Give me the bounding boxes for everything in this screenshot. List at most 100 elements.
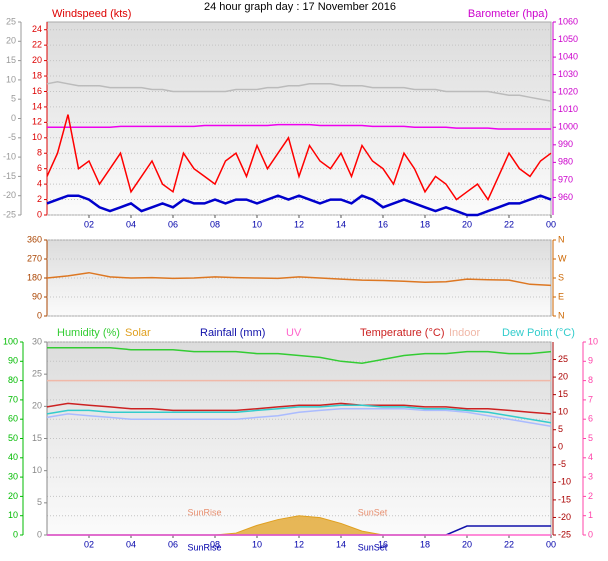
y-axis-title: Windspeed (kts) xyxy=(52,8,131,20)
y-tick-label: -5 xyxy=(8,132,16,142)
x-tick-label: 04 xyxy=(126,219,136,229)
y-tick-label: 360 xyxy=(27,234,42,244)
y-tick-label: 5 xyxy=(37,497,42,507)
y-tick-label: 980 xyxy=(558,157,573,167)
y-tick-label: 5 xyxy=(558,424,563,434)
y-tick-label: 9 xyxy=(588,356,593,366)
y-tick-label: -20 xyxy=(558,512,571,522)
chart-title: 24 hour graph day : 17 November 2016 xyxy=(204,1,396,13)
y-tick-label: 990 xyxy=(558,139,573,149)
y-tick-label: 10 xyxy=(588,336,598,346)
y-tick-label: W xyxy=(558,253,567,263)
x-tick-label: 10 xyxy=(252,219,262,229)
legend-label: Indoor xyxy=(449,327,481,339)
y-tick-label: 8 xyxy=(37,148,42,158)
y-tick-label: -25 xyxy=(558,529,571,539)
y-tick-label: S xyxy=(558,272,564,282)
series-line xyxy=(47,123,551,130)
x-tick-label: 10 xyxy=(252,539,262,549)
y-tick-label: 15 xyxy=(32,433,42,443)
y-tick-label: 18 xyxy=(32,70,42,80)
y-tick-label: 7 xyxy=(588,394,593,404)
y-tick-label: 20 xyxy=(32,401,42,411)
y-tick-label: 16 xyxy=(32,86,42,96)
x-tick-label: 08 xyxy=(210,219,220,229)
x-tick-label: 22 xyxy=(504,219,514,229)
annotation-axis: SunSet xyxy=(358,542,388,552)
y-tick-label: E xyxy=(558,291,564,301)
legend-label: Temperature (°C) xyxy=(360,327,444,339)
y-tick-label: 70 xyxy=(8,394,18,404)
y-tick-label: 20 xyxy=(8,491,18,501)
legend-label: Rainfall (mm) xyxy=(200,327,265,339)
series-line xyxy=(46,402,552,415)
y-tick-label: -20 xyxy=(3,190,16,200)
y-tick-label: 5 xyxy=(588,433,593,443)
series-line xyxy=(47,347,552,364)
y-tick-label: 1040 xyxy=(558,51,578,61)
x-tick-label: 16 xyxy=(378,539,388,549)
y-tick-label: 20 xyxy=(6,36,16,46)
series-line xyxy=(46,404,552,424)
y-tick-label: 1010 xyxy=(558,104,578,114)
y2-axis-title: Barometer (hpa) xyxy=(468,8,548,20)
y-tick-label: 1 xyxy=(588,510,593,520)
y-tick-label: 14 xyxy=(32,101,42,111)
y-tick-label: 970 xyxy=(558,174,573,184)
y-tick-label: 40 xyxy=(8,452,18,462)
y-tick-label: 0 xyxy=(588,529,593,539)
x-tick-label: 00 xyxy=(546,219,556,229)
y-tick-label: 0 xyxy=(37,529,42,539)
y-tick-label: 1000 xyxy=(558,122,578,132)
x-tick-label: 18 xyxy=(420,219,430,229)
y-tick-label: -5 xyxy=(558,459,566,469)
y-tick-label: 180 xyxy=(27,272,42,282)
y-tick-label: 30 xyxy=(32,336,42,346)
y-tick-label: 2 xyxy=(37,194,42,204)
y-tick-label: 6 xyxy=(37,163,42,173)
y-tick-label: 6 xyxy=(588,414,593,424)
y-tick-label: 20 xyxy=(558,371,568,381)
y-tick-label: 10 xyxy=(8,510,18,520)
y-tick-label: 1030 xyxy=(558,69,578,79)
x-tick-label: 16 xyxy=(378,219,388,229)
y-tick-label: 80 xyxy=(8,375,18,385)
y-tick-label: 15 xyxy=(6,55,16,65)
x-tick-label: 20 xyxy=(462,539,472,549)
y-tick-label: 4 xyxy=(588,452,593,462)
y-tick-label: 12 xyxy=(32,117,42,127)
x-tick-label: 06 xyxy=(168,219,178,229)
series-line xyxy=(46,114,552,202)
x-tick-label: 00 xyxy=(546,539,556,549)
y-tick-label: N xyxy=(558,234,565,244)
plot-area xyxy=(46,21,552,216)
legend-label: Humidity (%) xyxy=(57,327,120,339)
y-tick-label: 8 xyxy=(588,375,593,385)
y-tick-label: 60 xyxy=(8,414,18,424)
series-line xyxy=(46,81,552,102)
x-tick-label: 12 xyxy=(294,539,304,549)
x-tick-label: 18 xyxy=(420,539,430,549)
y-tick-label: 20 xyxy=(32,55,42,65)
y-tick-label: 50 xyxy=(8,433,18,443)
y-tick-label: 0 xyxy=(37,209,42,219)
x-tick-label: 14 xyxy=(336,539,346,549)
y-tick-label: 2 xyxy=(588,491,593,501)
y-tick-label: 4 xyxy=(37,178,42,188)
x-tick-label: 14 xyxy=(336,219,346,229)
annotation-axis: SunRise xyxy=(187,542,221,552)
y-tick-label: 25 xyxy=(32,369,42,379)
y-tick-label: 10 xyxy=(6,74,16,84)
x-tick-label: 06 xyxy=(168,539,178,549)
y-tick-label: 1020 xyxy=(558,87,578,97)
y-tick-label: -15 xyxy=(3,171,16,181)
y-tick-label: 1050 xyxy=(558,34,578,44)
x-tick-label: 08 xyxy=(210,539,220,549)
y-tick-label: 10 xyxy=(32,465,42,475)
y-tick-label: 90 xyxy=(32,291,42,301)
y-tick-label: 0 xyxy=(37,310,42,320)
y-tick-label: 22 xyxy=(32,40,42,50)
y-tick-label: 270 xyxy=(27,253,42,263)
